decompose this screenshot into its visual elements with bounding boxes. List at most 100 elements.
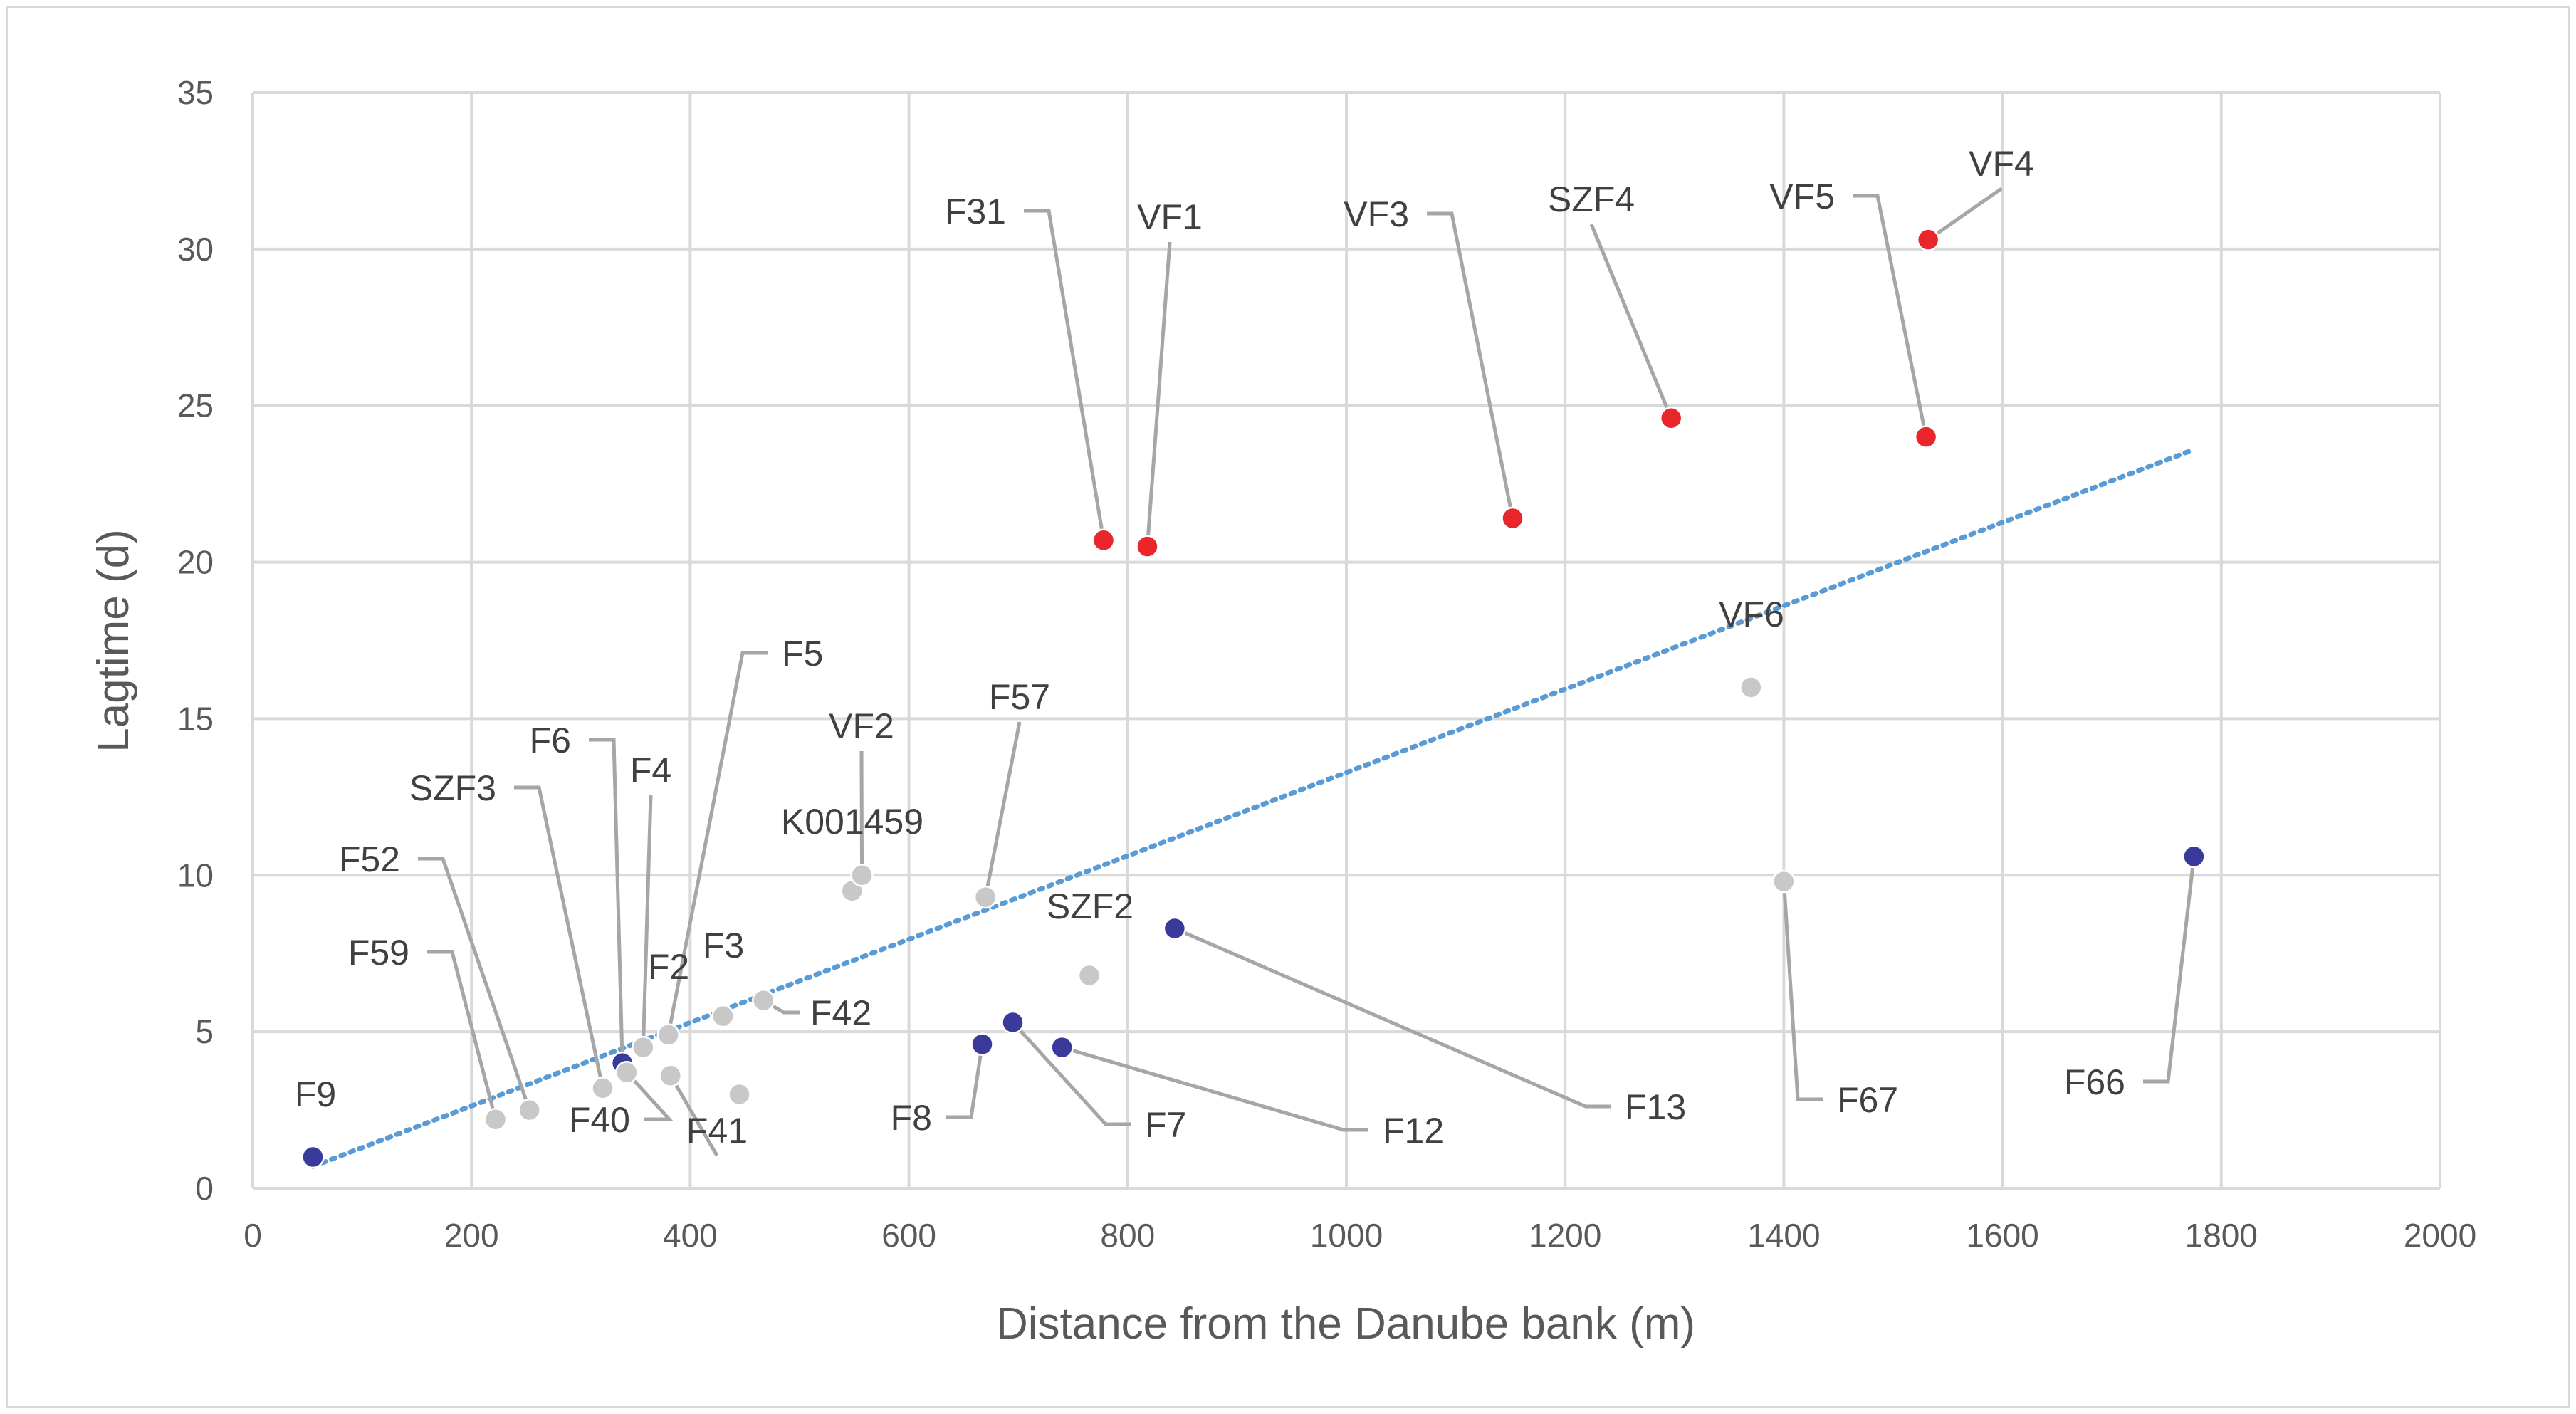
y-tick-label: 15 — [177, 700, 214, 737]
data-point — [1136, 535, 1159, 558]
leader-line — [1024, 209, 1106, 541]
leader-lines — [418, 187, 2196, 1157]
x-tick-label: 800 — [1100, 1217, 1155, 1254]
point-label: VF2 — [829, 706, 894, 746]
y-tick-label: 20 — [177, 544, 214, 581]
point-label: F67 — [1837, 1080, 1898, 1120]
gridlines — [251, 91, 2441, 1190]
x-tick-label: 400 — [663, 1217, 718, 1254]
data-point — [591, 1077, 614, 1100]
data-point — [301, 1145, 325, 1169]
point-label: SZF3 — [409, 768, 496, 808]
leader-line — [666, 651, 768, 1036]
point-label: F5 — [782, 634, 823, 674]
x-tick-label: 200 — [444, 1217, 499, 1254]
point-label: F12 — [1383, 1111, 1444, 1151]
point-label: F6 — [530, 721, 571, 760]
x-tick-label: 1800 — [2185, 1217, 2258, 1254]
point-label: F3 — [703, 926, 744, 965]
data-point — [2182, 844, 2206, 869]
data-point — [518, 1098, 541, 1122]
leader-line — [1781, 881, 1823, 1101]
x-tick-label: 1400 — [1747, 1217, 1820, 1254]
data-point — [615, 1061, 639, 1084]
point-label: F4 — [630, 750, 671, 790]
leader-line — [514, 785, 604, 1089]
x-tick-label: 1600 — [1966, 1217, 2038, 1254]
leader-line — [983, 721, 1022, 898]
y-tick-label: 10 — [177, 857, 214, 894]
data-point — [1001, 1010, 1025, 1035]
data-point — [659, 1064, 683, 1087]
data-point — [1050, 1035, 1074, 1059]
point-label: VF1 — [1137, 197, 1203, 237]
point-label: F52 — [339, 839, 400, 879]
leader-line — [1061, 1045, 1368, 1132]
leader-line — [1927, 187, 2003, 241]
point-label: VF3 — [1344, 194, 1409, 234]
leader-line — [625, 1071, 674, 1121]
point-label: F8 — [891, 1098, 932, 1138]
trendline-layer — [310, 446, 2197, 1169]
data-point — [656, 1023, 680, 1047]
tick-labels: 0 200 400 600 800 1000 1200 1400 1600 1800 2000 0 5 1… — [177, 74, 2476, 1254]
data-point — [1163, 916, 1187, 941]
data-point — [1091, 528, 1116, 552]
data-point — [850, 864, 874, 887]
data-point — [1772, 869, 1796, 894]
leader-line — [1173, 926, 1611, 1109]
point-label: F40 — [569, 1100, 630, 1140]
data-point — [728, 1082, 751, 1106]
x-axis-title: Distance from the Danube bank (m) — [996, 1299, 1695, 1348]
point-label: SZF2 — [1047, 886, 1133, 926]
point-label: SZF4 — [1548, 179, 1635, 219]
leader-line — [589, 738, 624, 1064]
leader-line — [1145, 241, 1172, 547]
data-point — [1659, 407, 1683, 430]
y-tick-label: 5 — [195, 1013, 214, 1050]
point-label: F59 — [348, 933, 409, 973]
y-tick-label: 35 — [177, 74, 214, 111]
point-label: F66 — [2064, 1062, 2125, 1102]
leader-line — [946, 1044, 984, 1119]
data-point — [1914, 425, 1938, 449]
leader-line — [418, 857, 531, 1111]
data-point — [973, 885, 998, 909]
leader-line — [2143, 856, 2196, 1084]
x-tick-label: 1000 — [1310, 1217, 1383, 1254]
chart-frame — [6, 6, 2570, 1408]
point-label: VF6 — [1719, 595, 1784, 634]
leader-line — [1589, 224, 1673, 419]
leader-line — [1427, 211, 1514, 519]
data-point — [970, 1032, 994, 1056]
data-point — [752, 988, 775, 1012]
leader-line — [641, 795, 653, 1048]
data-point — [1916, 228, 1940, 251]
data-point — [483, 1108, 508, 1131]
y-tick-label: 0 — [195, 1170, 214, 1207]
data-point — [632, 1035, 655, 1059]
point-label: F31 — [945, 192, 1006, 231]
x-tick-label: 600 — [881, 1217, 936, 1254]
y-axis-title: Lagtime (d) — [89, 529, 138, 753]
point-label: VF5 — [1769, 177, 1835, 216]
trendline — [310, 446, 2197, 1169]
y-tick-label: 25 — [177, 387, 214, 424]
point-label: F13 — [1625, 1087, 1686, 1127]
leader-line — [669, 1074, 719, 1157]
point-label: F9 — [295, 1074, 336, 1114]
data-point — [1501, 506, 1524, 530]
y-tick-label: 30 — [177, 231, 214, 268]
data-point — [711, 1004, 735, 1028]
data-point — [1077, 963, 1101, 988]
data-points — [301, 228, 2206, 1169]
x-tick-label: 2000 — [2404, 1217, 2476, 1254]
point-label: VF4 — [1969, 144, 2034, 184]
point-label: F57 — [989, 677, 1050, 717]
point-label: F41 — [686, 1111, 748, 1151]
point-label: F42 — [810, 993, 871, 1033]
leader-line — [1853, 194, 1928, 438]
point-label: K001459 — [781, 802, 923, 842]
